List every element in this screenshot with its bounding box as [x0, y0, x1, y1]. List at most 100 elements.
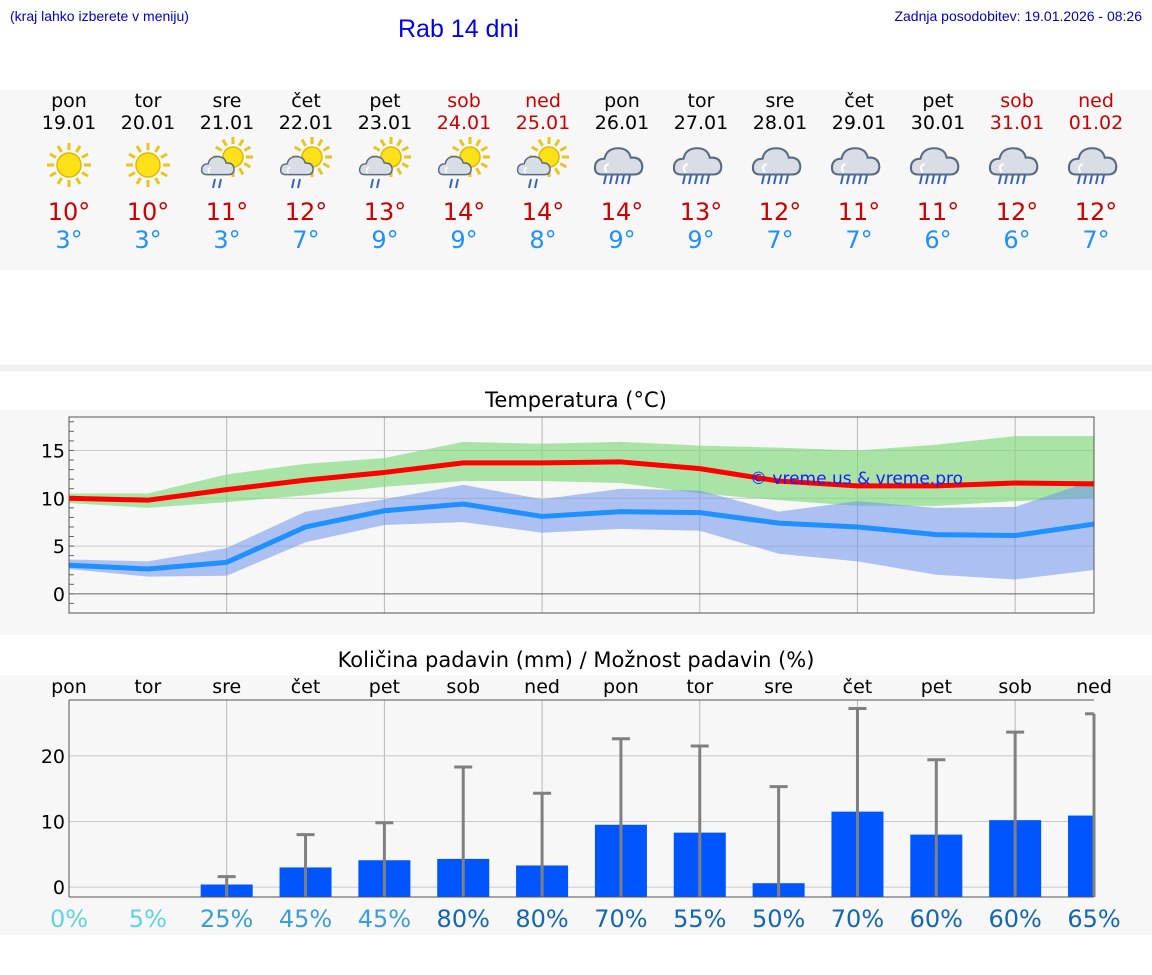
precip-probability: 55% — [673, 905, 726, 933]
day-date: 24.01 — [436, 112, 492, 134]
temp-min: 7° — [292, 226, 320, 254]
min-band — [69, 480, 1094, 580]
precip-probability: 70% — [831, 905, 884, 933]
y-tick-label: 5 — [53, 536, 65, 558]
weather-icon-wrap — [266, 134, 346, 196]
weather-icon-wrap — [345, 134, 425, 196]
plot-frame — [68, 416, 1095, 614]
cloud-rain-icon — [909, 147, 960, 185]
day-label: tor — [134, 676, 161, 698]
forecast-band — [0, 90, 1152, 270]
day-name: sre — [765, 90, 795, 112]
min-line — [68, 501, 1095, 572]
weather-icon-wrap — [582, 134, 662, 196]
temp-max: 10° — [47, 198, 91, 226]
weather-icon-wrap — [740, 134, 820, 196]
sun-cloud-rain-icon — [358, 137, 411, 189]
temp-min: 9° — [608, 226, 636, 254]
last-updated: Zadnja posodobitev: 19.01.2026 - 08:26 — [894, 8, 1142, 24]
day-date: 29.01 — [831, 112, 887, 134]
weather-icon-wrap — [29, 134, 109, 196]
day-date: 19.01 — [41, 112, 97, 134]
temp-min: 7° — [1082, 226, 1110, 254]
forecast-day: čet 29.01 11° 7° — [819, 90, 899, 254]
temp-min: 3° — [55, 226, 83, 254]
day-date: 31.01 — [989, 112, 1045, 134]
forecast-day: sre 28.01 12° 7° — [740, 90, 820, 254]
day-name: ned — [1078, 90, 1114, 112]
forecast-day: tor 20.01 10° 3° — [108, 90, 188, 254]
temp-max: 12° — [995, 198, 1039, 226]
temp-max: 11° — [205, 198, 249, 226]
temperature-chart: 0 5 10 15 © vreme.us & vreme.pro — [41, 416, 1095, 614]
day-label: ned — [524, 676, 560, 698]
sun-cloud-rain-icon — [200, 137, 253, 189]
day-date: 25.01 — [515, 112, 571, 134]
temp-max: 13° — [679, 198, 723, 226]
temp-min: 3° — [134, 226, 162, 254]
day-name: čet — [291, 90, 321, 112]
forecast-day: sre 21.01 11° 3° — [187, 90, 267, 254]
cloud-rain-icon — [830, 147, 881, 185]
temp-min: 9° — [371, 226, 399, 254]
temp-max: 10° — [126, 198, 170, 226]
y-tick-label: 0 — [53, 584, 65, 606]
day-name: čet — [844, 90, 874, 112]
weather-icon-wrap — [424, 134, 504, 196]
day-name: pet — [922, 90, 954, 112]
day-name: pon — [51, 90, 87, 112]
day-label: čet — [843, 676, 873, 698]
day-label: pet — [921, 676, 952, 698]
precipitation-chart: 0 10 20 pon tor sre čet pet sob ned pon tor sre čet pe… — [41, 676, 1121, 933]
max-line — [68, 459, 1095, 503]
temp-max: 12° — [284, 198, 328, 226]
temp-max: 13° — [363, 198, 407, 226]
day-name: tor — [687, 90, 715, 112]
temp-min: 7° — [845, 226, 873, 254]
weather-icon-wrap — [187, 134, 267, 196]
temp-chart-title: Temperatura (°C) — [485, 388, 667, 412]
forecast-day: pon 26.01 14° 9° — [582, 90, 662, 254]
day-label: ned — [1076, 676, 1112, 698]
sun-cloud-rain-icon — [437, 137, 490, 189]
temp-max: 14° — [442, 198, 486, 226]
y-tick-label: 10 — [41, 488, 65, 510]
sun-icon — [126, 143, 170, 187]
precip-probability: 45% — [358, 905, 411, 933]
y-tick-label: 10 — [41, 811, 65, 833]
precip-probability: 60% — [910, 905, 963, 933]
precip-probability: 45% — [279, 905, 332, 933]
precip-probability: 70% — [594, 905, 647, 933]
cloud-rain-icon — [988, 147, 1039, 185]
day-date: 21.01 — [199, 112, 255, 134]
separator — [0, 365, 1152, 371]
y-tick-label: 15 — [41, 440, 65, 462]
y-tick-label: 0 — [53, 877, 65, 899]
precip-probability: 60% — [988, 905, 1041, 933]
cloud-rain-icon — [751, 147, 802, 185]
weather-icon-wrap — [898, 134, 978, 196]
day-name: sre — [212, 90, 242, 112]
weather-icon-wrap — [1056, 134, 1136, 196]
temp-max: 14° — [600, 198, 644, 226]
precip-probability: 80% — [515, 905, 568, 933]
day-date: 27.01 — [673, 112, 729, 134]
cloud-rain-icon — [1067, 147, 1118, 185]
precip-probability: 0% — [50, 905, 88, 933]
forecast-day: sob 24.01 14° 9° — [424, 90, 504, 254]
precip-chart-title: Količina padavin (mm) / Možnost padavin … — [337, 648, 815, 672]
day-name: sob — [447, 90, 481, 112]
day-date: 30.01 — [910, 112, 966, 134]
weather-icon-wrap — [661, 134, 741, 196]
day-label: pon — [603, 676, 639, 698]
day-date: 01.02 — [1068, 112, 1124, 134]
day-date: 23.01 — [357, 112, 413, 134]
temp-min: 8° — [529, 226, 557, 254]
watermark: © vreme.us & vreme.pro — [750, 469, 963, 489]
forecast-day: sob 31.01 12° 6° — [977, 90, 1057, 254]
day-label: pon — [51, 676, 87, 698]
day-name: tor — [134, 90, 162, 112]
weather-icon-wrap — [503, 134, 583, 196]
precip-bar — [1068, 815, 1094, 897]
forecast-day: ned 25.01 14° 8° — [503, 90, 583, 254]
